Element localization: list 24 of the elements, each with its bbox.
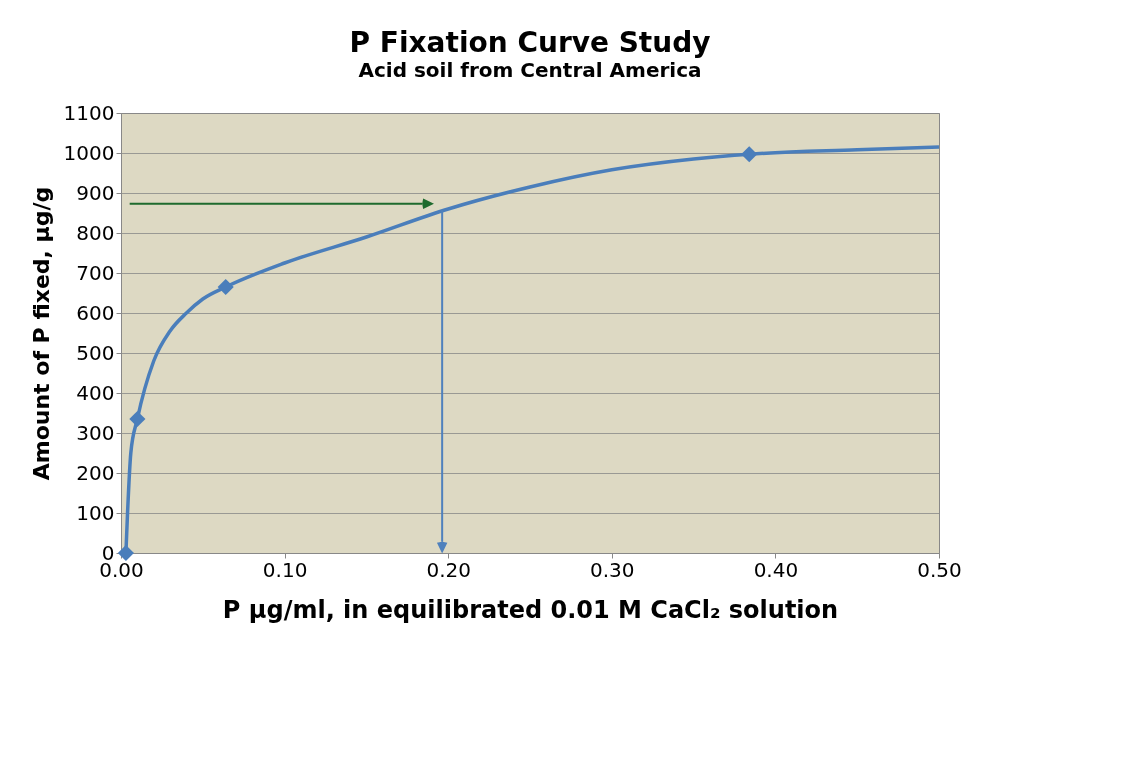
- y-axis-title: Amount of P fixed, µg/g: [28, 186, 54, 481]
- chart-subtitle: Acid soil from Central America: [358, 58, 702, 82]
- y-tick-label: 300: [76, 420, 115, 445]
- point: [129, 410, 146, 428]
- x-tick-label: 0.50: [917, 557, 962, 582]
- x-tick-label: 0.40: [753, 557, 799, 582]
- y-tick-label: 100: [76, 500, 115, 525]
- y-tick-label: 1100: [63, 100, 115, 125]
- x-tick-label: 0.30: [590, 557, 635, 582]
- point: [217, 278, 234, 296]
- chart-title: P Fixation Curve Study: [349, 26, 711, 59]
- point: [117, 544, 134, 562]
- y-tick-label: 400: [76, 380, 115, 405]
- point: [741, 146, 758, 163]
- y-tick-label: 800: [76, 220, 115, 245]
- x-tick-label: 0.20: [426, 557, 471, 582]
- x-tick-label: 0.10: [262, 557, 308, 582]
- y-tick-label: 600: [76, 300, 115, 325]
- y-tick-label: 500: [76, 340, 115, 365]
- y-tick-label: 700: [76, 260, 115, 285]
- y-tick-label: 900: [76, 180, 115, 205]
- x-axis-title: P µg/ml, in equilibrated 0.01 M CaCl₂ solution: [222, 595, 839, 624]
- y-tick-label: 200: [76, 460, 115, 485]
- y-tick-label: 1000: [63, 140, 115, 165]
